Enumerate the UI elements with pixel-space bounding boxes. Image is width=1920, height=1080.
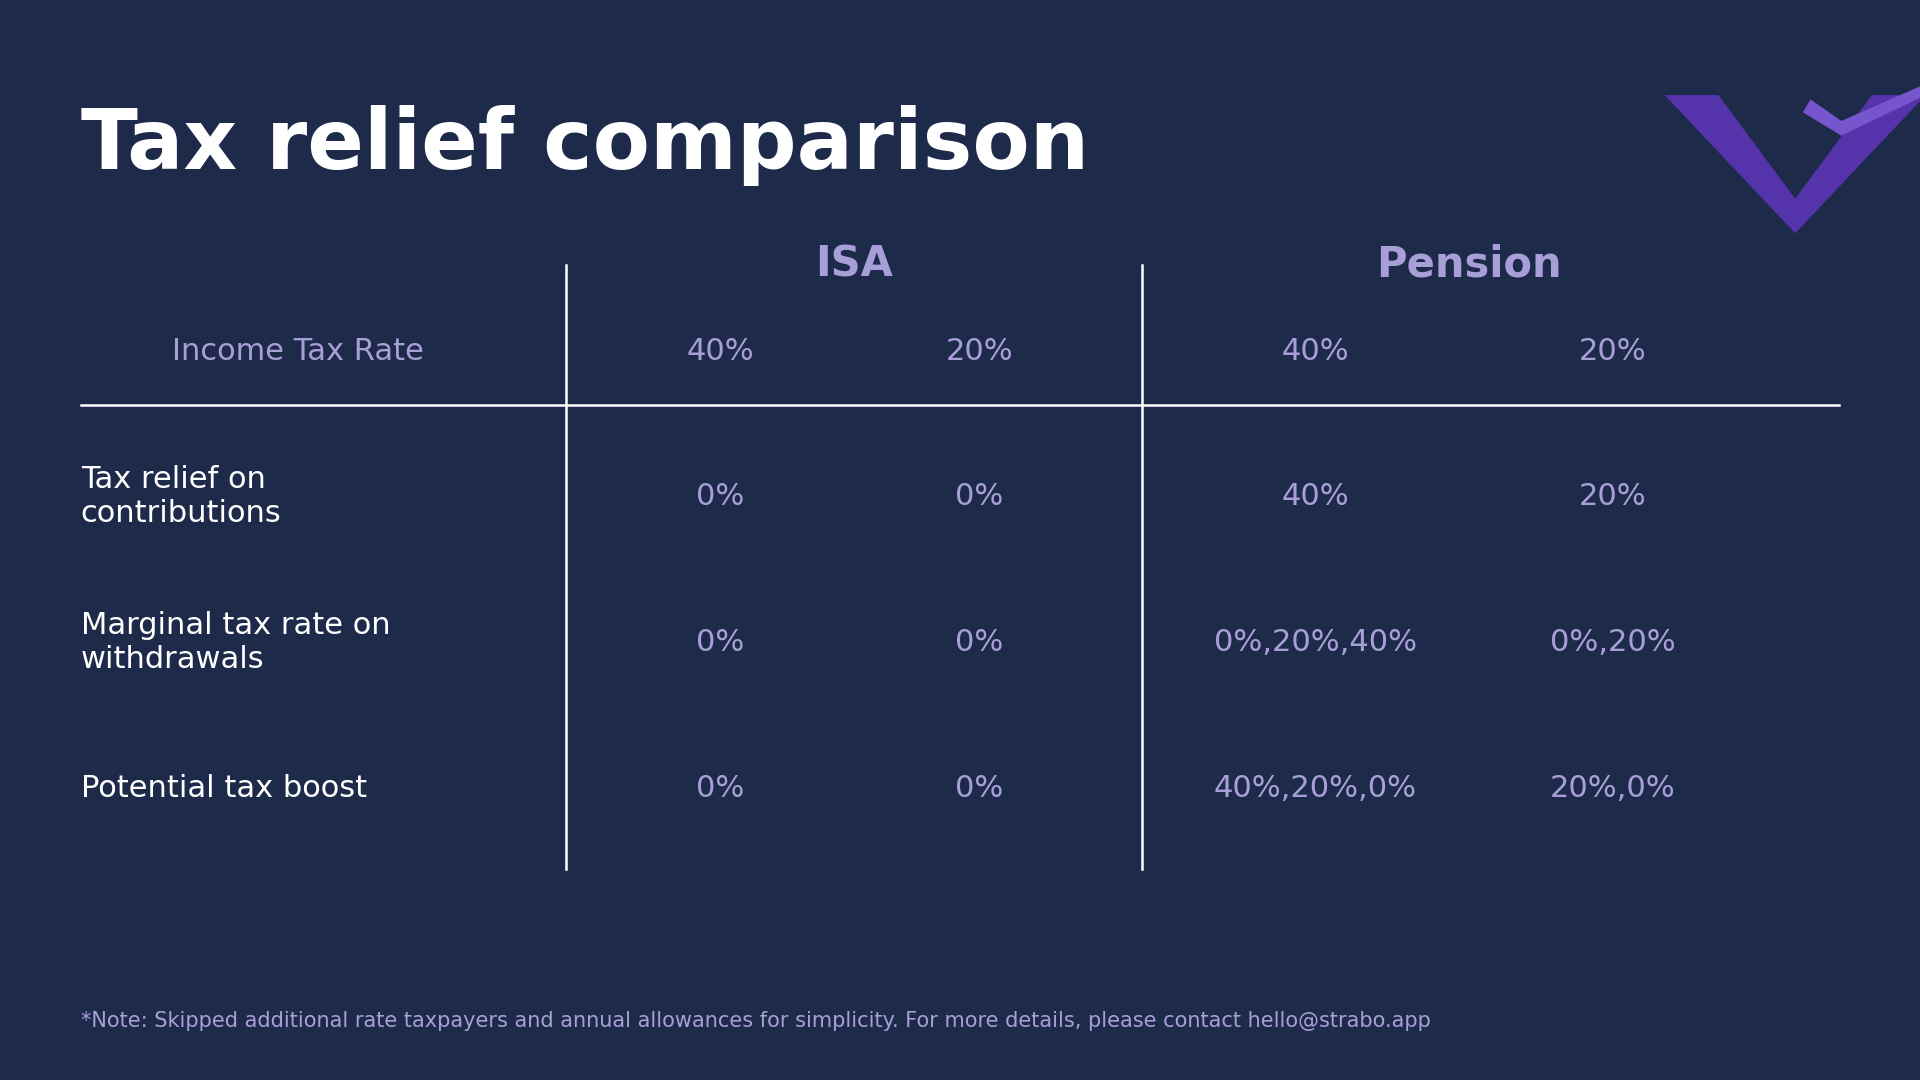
Text: 40%: 40% [1281,483,1350,511]
Text: 20%: 20% [945,337,1014,365]
Text: Tax relief comparison: Tax relief comparison [81,105,1089,186]
Text: ISA: ISA [816,244,893,285]
Text: 0%: 0% [695,774,745,802]
Text: Potential tax boost: Potential tax boost [81,774,367,802]
Text: 40%: 40% [1281,337,1350,365]
Text: 0%: 0% [695,629,745,657]
Text: 0%: 0% [954,774,1004,802]
Text: Income Tax Rate: Income Tax Rate [171,337,424,365]
Text: 0%: 0% [695,483,745,511]
Text: 0%,20%,40%: 0%,20%,40% [1213,629,1417,657]
Text: *Note: Skipped additional rate taxpayers and annual allowances for simplicity. F: *Note: Skipped additional rate taxpayers… [81,1011,1430,1030]
Text: 20%: 20% [1578,337,1647,365]
Polygon shape [1665,95,1920,233]
Text: 20%,0%: 20%,0% [1549,774,1676,802]
Text: 40%,20%,0%: 40%,20%,0% [1213,774,1417,802]
Text: 0%,20%: 0%,20% [1549,629,1676,657]
Text: Pension: Pension [1377,244,1561,285]
Text: Tax relief on
contributions: Tax relief on contributions [81,465,282,528]
Text: Marginal tax rate on
withdrawals: Marginal tax rate on withdrawals [81,611,390,674]
Text: 20%: 20% [1578,483,1647,511]
Polygon shape [1803,84,1920,136]
Text: 0%: 0% [954,483,1004,511]
Text: 40%: 40% [685,337,755,365]
Text: 0%: 0% [954,629,1004,657]
